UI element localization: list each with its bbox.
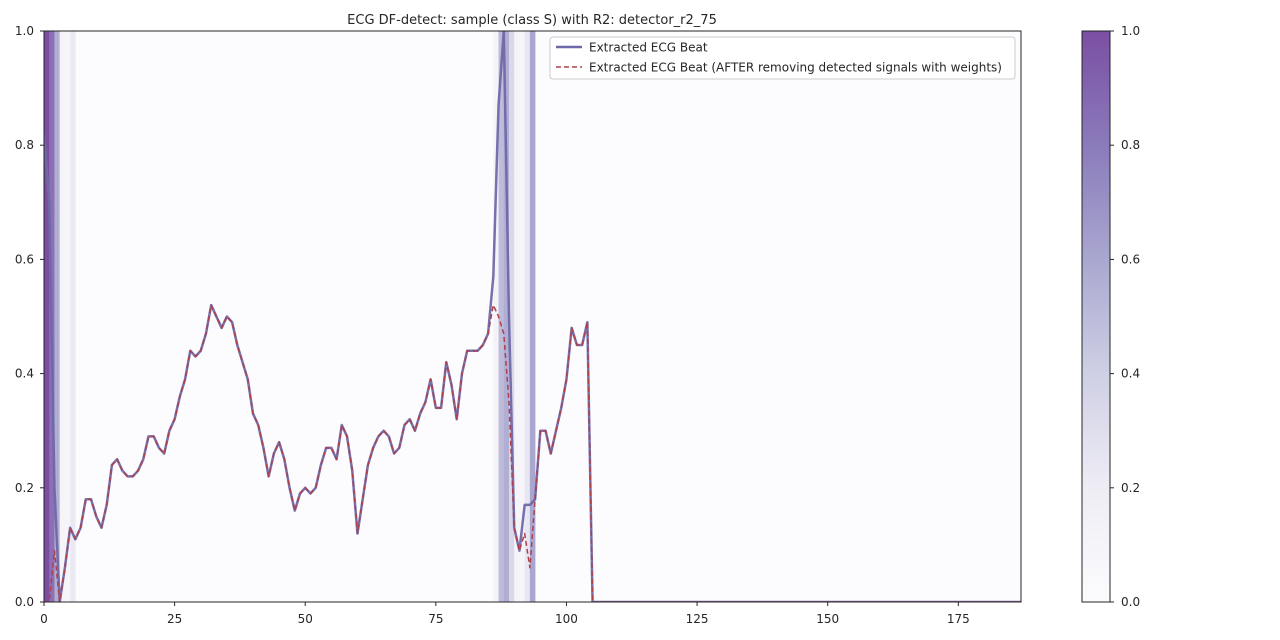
y-tick-label: 0.8	[15, 138, 34, 152]
x-axis-ticks: 0 25 50 75 100 125 150 175	[40, 602, 970, 626]
colorbar-tick-label: 0.8	[1121, 138, 1140, 152]
colorbar-tick-label: 1.0	[1121, 24, 1140, 38]
chart-title: ECG DF-detect: sample (class S) with R2:…	[347, 13, 717, 28]
x-tick-label: 75	[428, 612, 443, 626]
x-tick-label: 25	[167, 612, 182, 626]
weight-band-0	[44, 31, 50, 602]
weight-band-5	[70, 31, 76, 602]
series-lines	[44, 31, 1021, 602]
legend-box	[549, 36, 1016, 80]
y-tick-label: 0.6	[15, 252, 34, 266]
colorbar-tick-label: 0.2	[1121, 481, 1140, 495]
y-axis-ticks: 0.0 0.2 0.4 0.6 0.8 1.0	[15, 24, 44, 609]
colorbar-ticks: 0.0 0.2 0.4 0.6 0.8 1.0	[1110, 24, 1140, 609]
weight-band-7	[498, 31, 505, 602]
x-tick-label: 100	[555, 612, 578, 626]
colorbar-tick-label: 0.0	[1121, 595, 1140, 609]
colorbar-tick-label: 0.6	[1121, 252, 1140, 266]
legend-label-original: Extracted ECG Beat	[589, 41, 708, 55]
weight-band-13	[529, 31, 536, 602]
weight-band-11	[519, 31, 525, 602]
weight-band-6	[493, 31, 499, 602]
y-tick-label: 0.2	[15, 481, 34, 495]
x-tick-label: 50	[298, 612, 313, 626]
colorbar-tick-label: 0.4	[1121, 367, 1140, 381]
weight-band-9	[508, 31, 515, 602]
weight-band-8	[503, 31, 510, 602]
weight-band-3	[59, 31, 66, 602]
y-tick-label: 0.0	[15, 595, 34, 609]
weight-band-10	[514, 31, 520, 602]
y-tick-label: 0.4	[15, 367, 34, 381]
x-tick-label: 175	[947, 612, 970, 626]
x-tick-label: 125	[686, 612, 709, 626]
x-tick-label: 0	[40, 612, 48, 626]
weight-band-12	[524, 31, 531, 602]
weight-band-4	[64, 31, 71, 602]
weight-bands	[44, 31, 536, 602]
weight-band-2	[54, 31, 60, 602]
colorbar	[1081, 30, 1111, 603]
series-line-cleaned	[44, 304, 1021, 602]
legend-label-cleaned: Extracted ECG Beat (AFTER removing detec…	[589, 61, 1002, 75]
plot-frame	[43, 30, 1022, 603]
legend: Extracted ECG Beat Extracted ECG Beat (A…	[549, 36, 1016, 80]
y-tick-label: 1.0	[15, 24, 34, 38]
x-tick-label: 150	[816, 612, 839, 626]
